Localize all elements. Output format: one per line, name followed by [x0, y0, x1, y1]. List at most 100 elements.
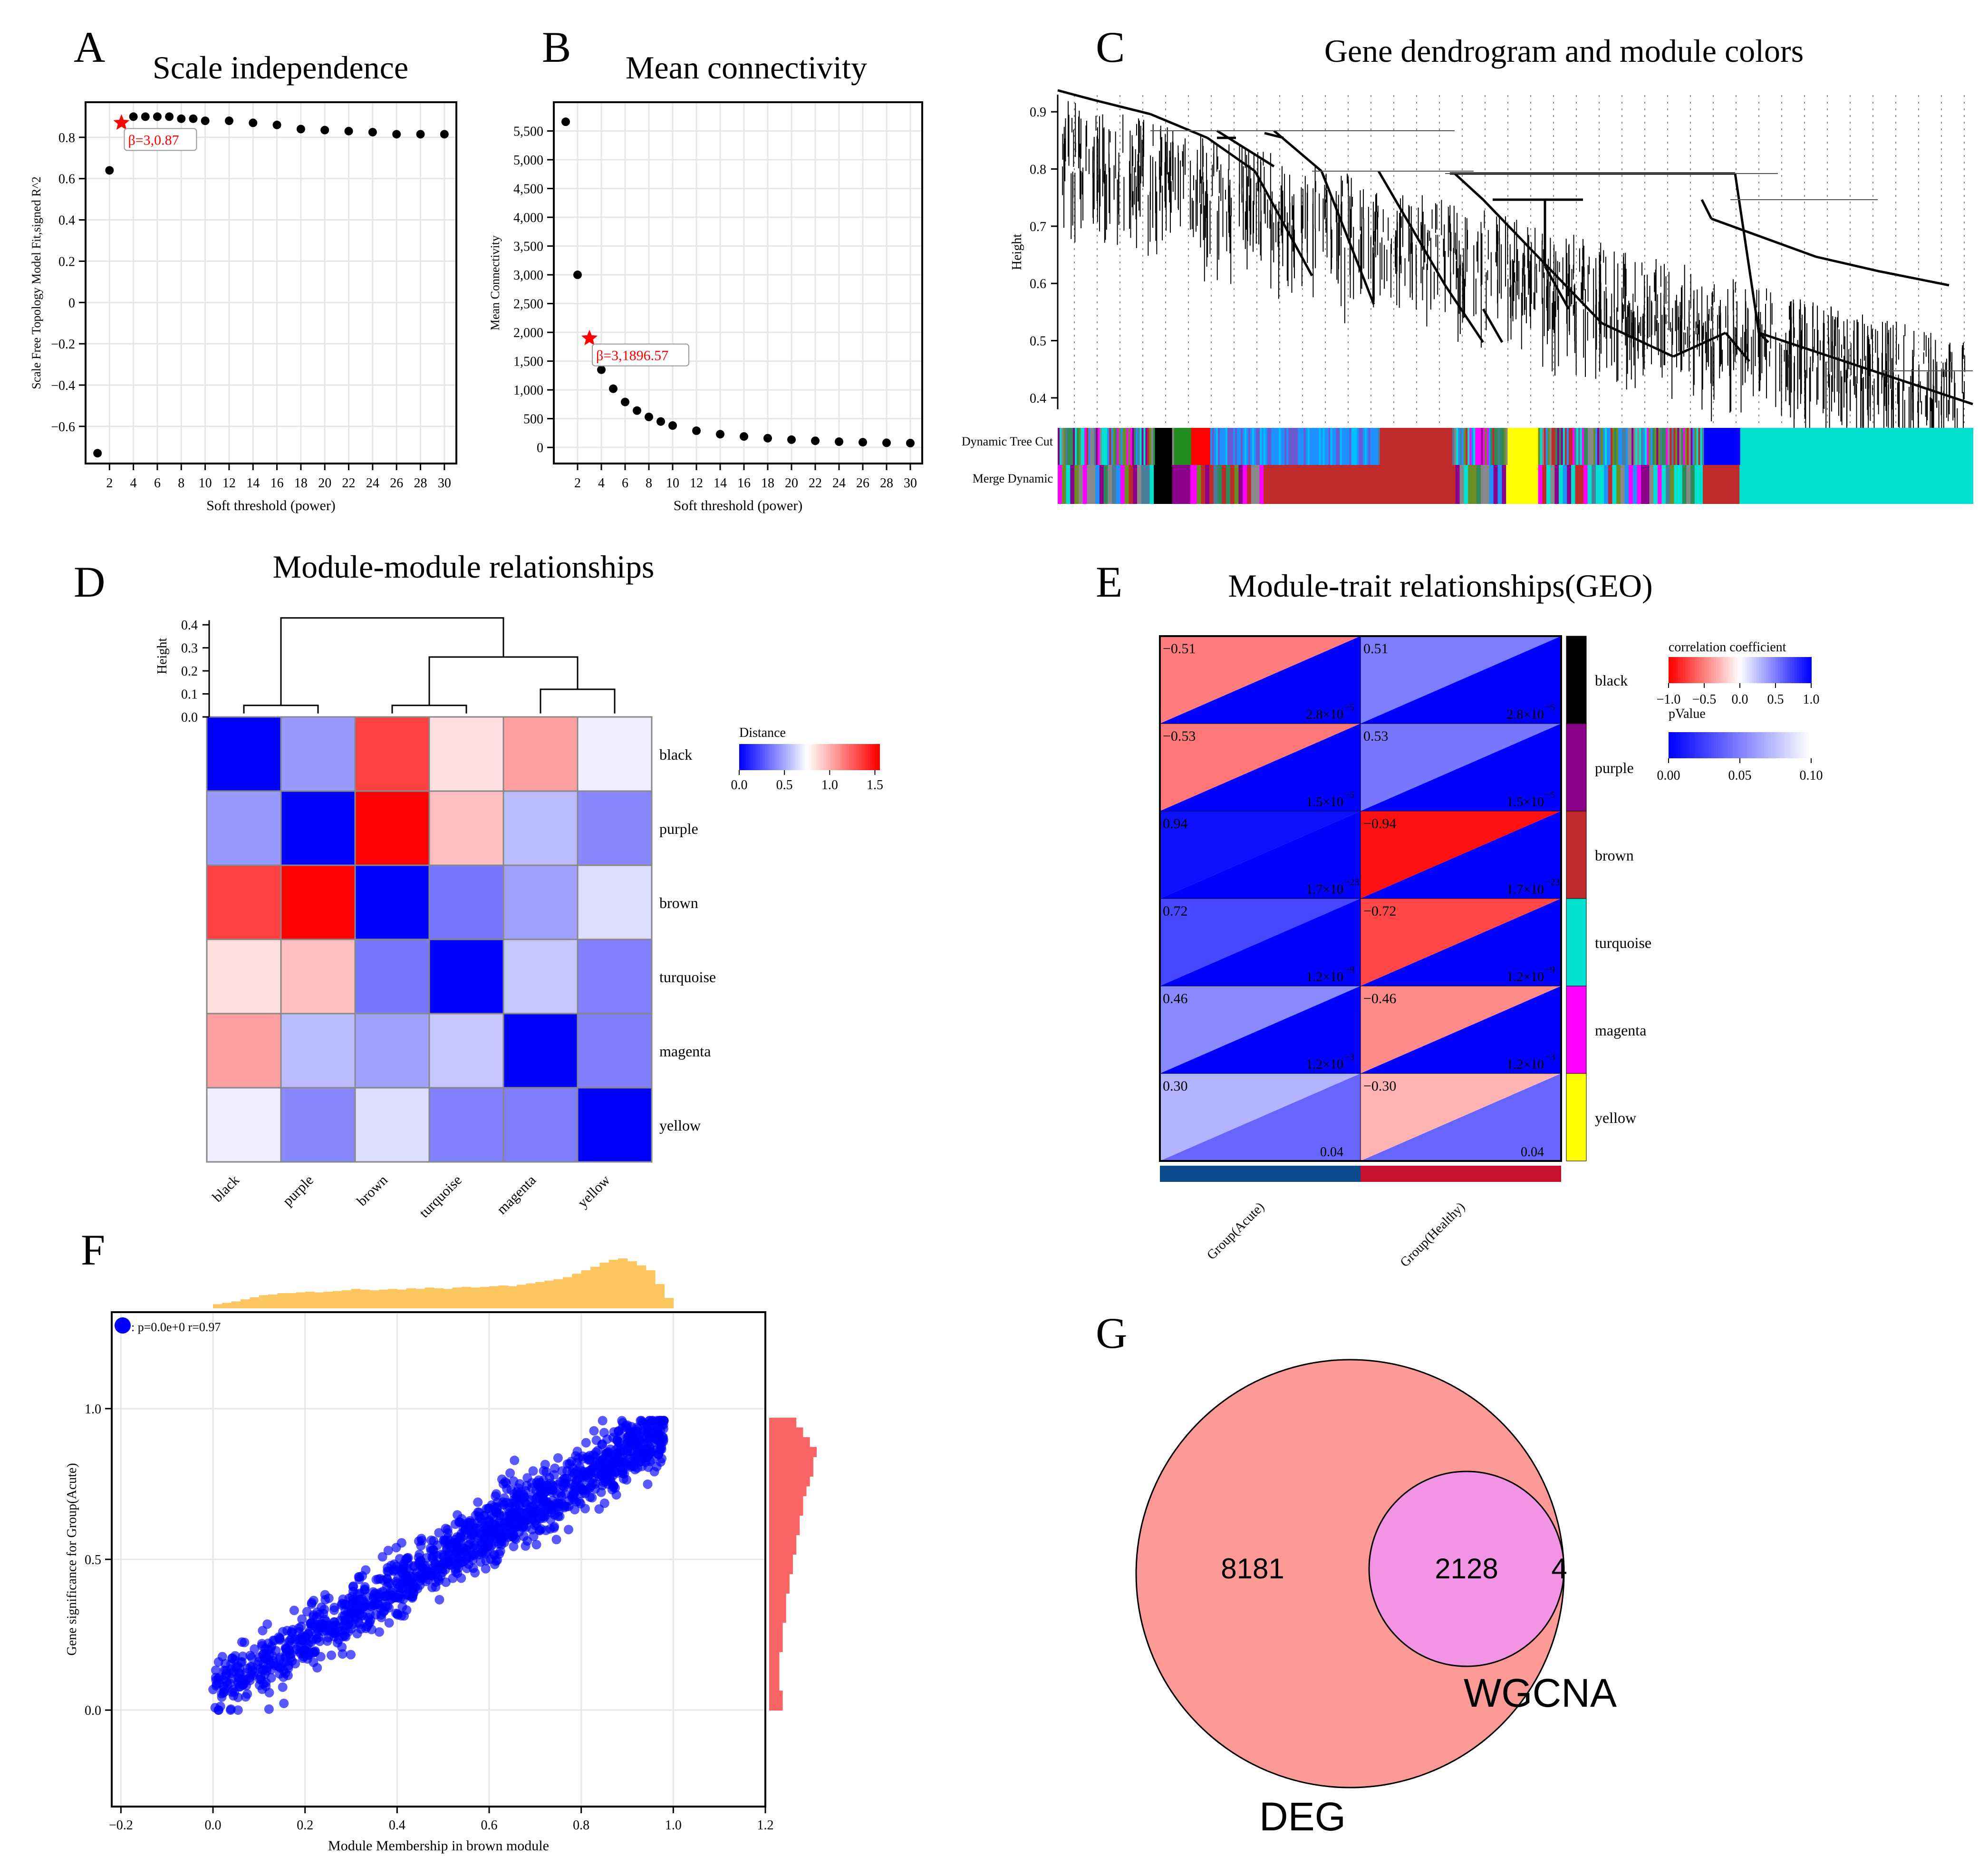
gene-point	[627, 1457, 637, 1467]
dynamic-cut-segment	[1254, 428, 1257, 465]
x-tick-label: 16	[737, 476, 751, 491]
dynamic-cut-segment	[1448, 428, 1451, 465]
dynamic-cut-segment	[1317, 428, 1320, 465]
p-legend-swatch	[1802, 732, 1805, 758]
gene-point	[407, 1593, 417, 1603]
dynamic-cut-segment	[1071, 428, 1074, 465]
dynamic-cut-segment	[1970, 428, 1973, 465]
gene-point	[587, 1493, 597, 1503]
p-legend-swatch	[1773, 732, 1776, 758]
row-label-purple: purple	[659, 820, 698, 837]
gene-point	[551, 1535, 561, 1545]
gene-point	[489, 1511, 499, 1521]
cor-legend-swatch	[1802, 657, 1805, 683]
gene-point	[377, 1552, 387, 1562]
data-point	[249, 118, 258, 127]
merge-segment-mixed	[1108, 465, 1113, 504]
x-tick-label: 12	[690, 476, 703, 491]
top-hist-bar	[562, 1277, 573, 1308]
data-point	[440, 130, 449, 139]
dynamic-cut-segment	[1766, 428, 1769, 465]
gene-point	[318, 1621, 328, 1631]
gene-point	[393, 1609, 403, 1619]
dynamic-cut-segment	[1967, 428, 1969, 465]
dynamic-cut-segment	[1462, 428, 1465, 465]
distance-legend-swatch	[856, 744, 859, 770]
dynamic-cut-segment	[1324, 428, 1327, 465]
p-legend-swatch	[1688, 732, 1690, 758]
dynamic-cut-segment	[1913, 428, 1916, 465]
cor-legend-swatch	[1745, 657, 1747, 683]
right-hist-bar	[769, 1564, 793, 1575]
dynamic-cut-segment	[1587, 428, 1590, 465]
p-legend-swatch	[1737, 732, 1740, 758]
merge-segment-mixed	[1542, 465, 1547, 504]
dynamic-cut-segment	[1294, 428, 1297, 465]
data-point	[224, 116, 233, 126]
x-tick-label: 26	[390, 476, 403, 491]
dynamic-cut-segment	[1359, 428, 1361, 465]
gene-point	[428, 1554, 438, 1564]
x-tick-label: 4	[598, 476, 605, 491]
right-hist-bar	[769, 1427, 803, 1438]
gene-point	[571, 1451, 581, 1461]
distance-cell	[577, 1087, 653, 1163]
dynamic-cut-segment	[1751, 428, 1754, 465]
dynamic-cut-segment	[1782, 428, 1785, 465]
gene-point	[521, 1541, 531, 1551]
cor-legend-swatch	[1733, 657, 1736, 683]
gene-point	[473, 1497, 483, 1507]
dynamic-cut-segment	[1079, 428, 1081, 465]
dynamic-cut-segment	[1677, 428, 1680, 465]
top-hist-bar	[277, 1293, 287, 1308]
dynamic-cut-segment	[1166, 428, 1169, 465]
panel-C-plot: 0.4 0.5 0.6 0.7 0.8 0.9	[1030, 89, 1973, 504]
dynamic-cut-segment	[1599, 428, 1602, 465]
dynamic-cut-segment	[1334, 428, 1337, 465]
dynamic-cut-segment	[1910, 428, 1912, 465]
cor-legend-tick: 0.0	[1732, 692, 1748, 707]
data-point	[368, 127, 377, 136]
gene-point	[596, 1487, 606, 1497]
dynamic-cut-segment	[1795, 428, 1798, 465]
gene-point	[256, 1672, 266, 1682]
p-legend-tick: 0.00	[1657, 768, 1680, 783]
dynamic-cut-segment	[1932, 428, 1935, 465]
dynamic-cut-segment	[1155, 428, 1158, 465]
dynamic-cut-segment	[1252, 428, 1255, 465]
top-hist-bar	[608, 1259, 619, 1308]
cor-legend-swatch	[1723, 657, 1726, 683]
legend-tick-label: 0.0	[731, 778, 748, 793]
data-point	[668, 421, 677, 430]
top-hist-bar	[627, 1261, 637, 1308]
dynamic-cut-segment	[1428, 428, 1430, 465]
x-tick-label: 28	[880, 476, 893, 491]
distance-cell	[502, 1013, 579, 1089]
distance-legend-swatch	[865, 744, 869, 770]
merge-segment-mixed	[1661, 465, 1667, 504]
cor-legend-swatch	[1799, 657, 1802, 683]
cor-legend-swatch	[1690, 657, 1693, 683]
x-tick-label: 16	[270, 476, 284, 491]
dynamic-cut-segment	[1790, 428, 1793, 465]
dynamic-cut-segment	[1345, 428, 1348, 465]
dynamic-cut-segment	[1410, 428, 1413, 465]
dynamic-cut-segment	[1755, 428, 1758, 465]
dynamic-cut-segment	[1176, 428, 1178, 465]
plot-frame	[553, 101, 923, 464]
distance-legend-swatch	[851, 744, 854, 770]
dynamic-cut-segment	[1555, 428, 1558, 465]
merge-segment-mixed	[1629, 465, 1633, 504]
gene-point	[541, 1467, 551, 1477]
dynamic-cut-segment	[1778, 428, 1781, 465]
dynamic-cut-segment	[1951, 428, 1954, 465]
distance-cell	[280, 716, 356, 792]
merge-segment-mixed	[1238, 465, 1244, 504]
dynamic-cut-segment	[1770, 428, 1773, 465]
gene-point	[552, 1479, 562, 1489]
gene-point	[656, 1417, 666, 1427]
merge-segment-mixed	[1149, 465, 1155, 504]
dynamic-cut-segment	[1934, 428, 1937, 465]
gene-point	[368, 1587, 378, 1597]
